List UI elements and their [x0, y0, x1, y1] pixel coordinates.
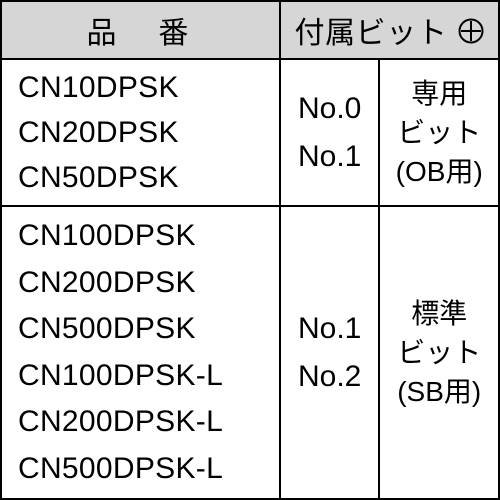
header-attached-bit: 付属ビット	[280, 1, 499, 59]
spec-table-container: 品 番 付属ビット CN10DPSKCN20DPSKCN50DPSK No.0	[0, 0, 500, 500]
header-row: 品 番 付属ビット	[1, 1, 499, 59]
cell-bitno-group2: No.1No.2	[280, 206, 380, 499]
cell-bittype-group1: 専用ビット(OB用)	[379, 59, 499, 206]
cell-bitno-group1: No.0No.1	[280, 59, 380, 206]
header-partno: 品 番	[1, 1, 280, 59]
cell-models-group1: CN10DPSKCN20DPSKCN50DPSK	[1, 59, 280, 206]
spec-table: 品 番 付属ビット CN10DPSKCN20DPSKCN50DPSK No.0	[0, 0, 500, 500]
cell-models-group2: CN100DPSKCN200DPSKCN500DPSKCN100DPSK-LCN…	[1, 206, 280, 499]
header-attached-label: 付属ビット	[294, 17, 447, 50]
phillips-icon	[458, 18, 484, 52]
cell-bittype-group2: 標準ビット(SB用)	[379, 206, 499, 499]
table-row: CN100DPSKCN200DPSKCN500DPSKCN100DPSK-LCN…	[1, 206, 499, 499]
table-row: CN10DPSKCN20DPSKCN50DPSK No.0No.1 専用ビット(…	[1, 59, 499, 206]
